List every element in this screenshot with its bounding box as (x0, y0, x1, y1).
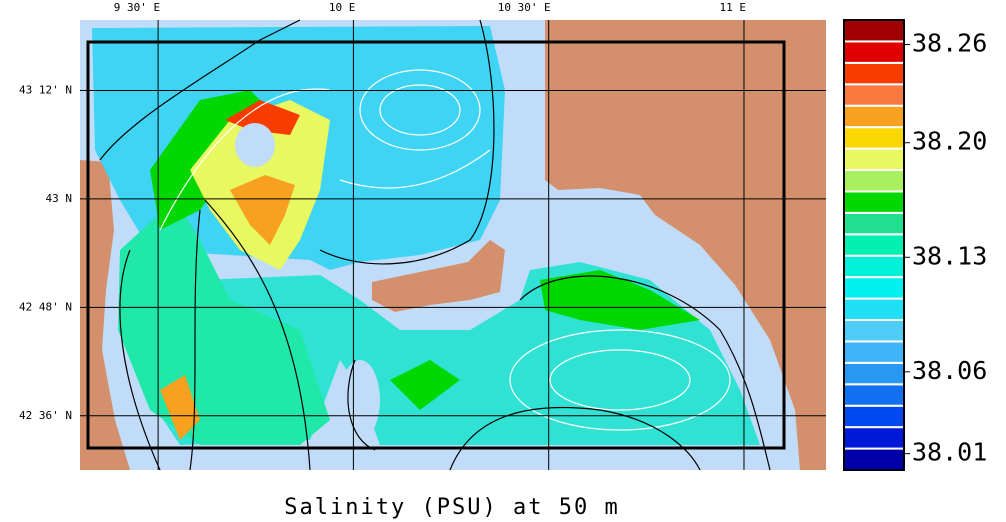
color-band (843, 169, 905, 193)
colorbar-label: 38.01 (912, 438, 987, 467)
color-band (843, 426, 905, 450)
lon-tick-label: 11 E (719, 1, 746, 14)
lon-tick-label: 9 30' E (114, 1, 160, 14)
color-band (843, 276, 905, 300)
lat-tick-label: 42 36' N (19, 409, 72, 422)
island-shelf (340, 360, 380, 440)
colorbar-label: 38.26 (912, 29, 987, 58)
color-band (843, 211, 905, 236)
colorbar: 38.26 38.20 38.13 38.06 38.01 (843, 19, 987, 472)
colorbar-label: 38.13 (912, 241, 987, 270)
color-band (843, 383, 905, 407)
lon-tick-label: 10 E (329, 1, 356, 14)
color-band (843, 404, 905, 429)
color-band (843, 361, 905, 386)
water-field (390, 360, 460, 410)
color-band (843, 297, 905, 322)
color-band (843, 83, 905, 107)
color-band (843, 254, 905, 279)
water-field (230, 175, 295, 245)
colorbar-label: 38.20 (912, 127, 987, 156)
water-field (540, 270, 700, 330)
color-band (843, 447, 905, 472)
lat-tick-label: 42 48' N (19, 300, 72, 313)
color-band (843, 19, 905, 43)
water-field (160, 375, 200, 440)
colorbar-frame (843, 19, 905, 471)
color-band (843, 319, 905, 343)
land (545, 20, 826, 470)
domain-box (86, 40, 786, 450)
color-band (843, 61, 905, 86)
colorbar-label: 38.06 (912, 356, 987, 385)
graticule: 9 30' E 10 E 10 30' E 11 E 43 12' N 43 N 42 48… (19, 1, 826, 470)
map-area (80, 19, 826, 471)
color-band (843, 190, 905, 214)
color-band (843, 104, 905, 129)
island (372, 240, 505, 312)
color-band (843, 340, 905, 364)
lat-tick-label: 43 N (46, 192, 73, 205)
contours (159, 69, 731, 431)
lat-tick-label: 43 12' N (19, 83, 72, 96)
color-band (843, 126, 905, 150)
map-title: Salinity (PSU) at 50 m (284, 495, 619, 520)
color-band (843, 40, 905, 64)
color-band (843, 233, 905, 257)
land (80, 160, 130, 470)
water-field (225, 100, 300, 135)
island-shelf (235, 123, 275, 167)
lon-tick-label: 10 30' E (498, 1, 551, 14)
color-band (843, 147, 905, 171)
